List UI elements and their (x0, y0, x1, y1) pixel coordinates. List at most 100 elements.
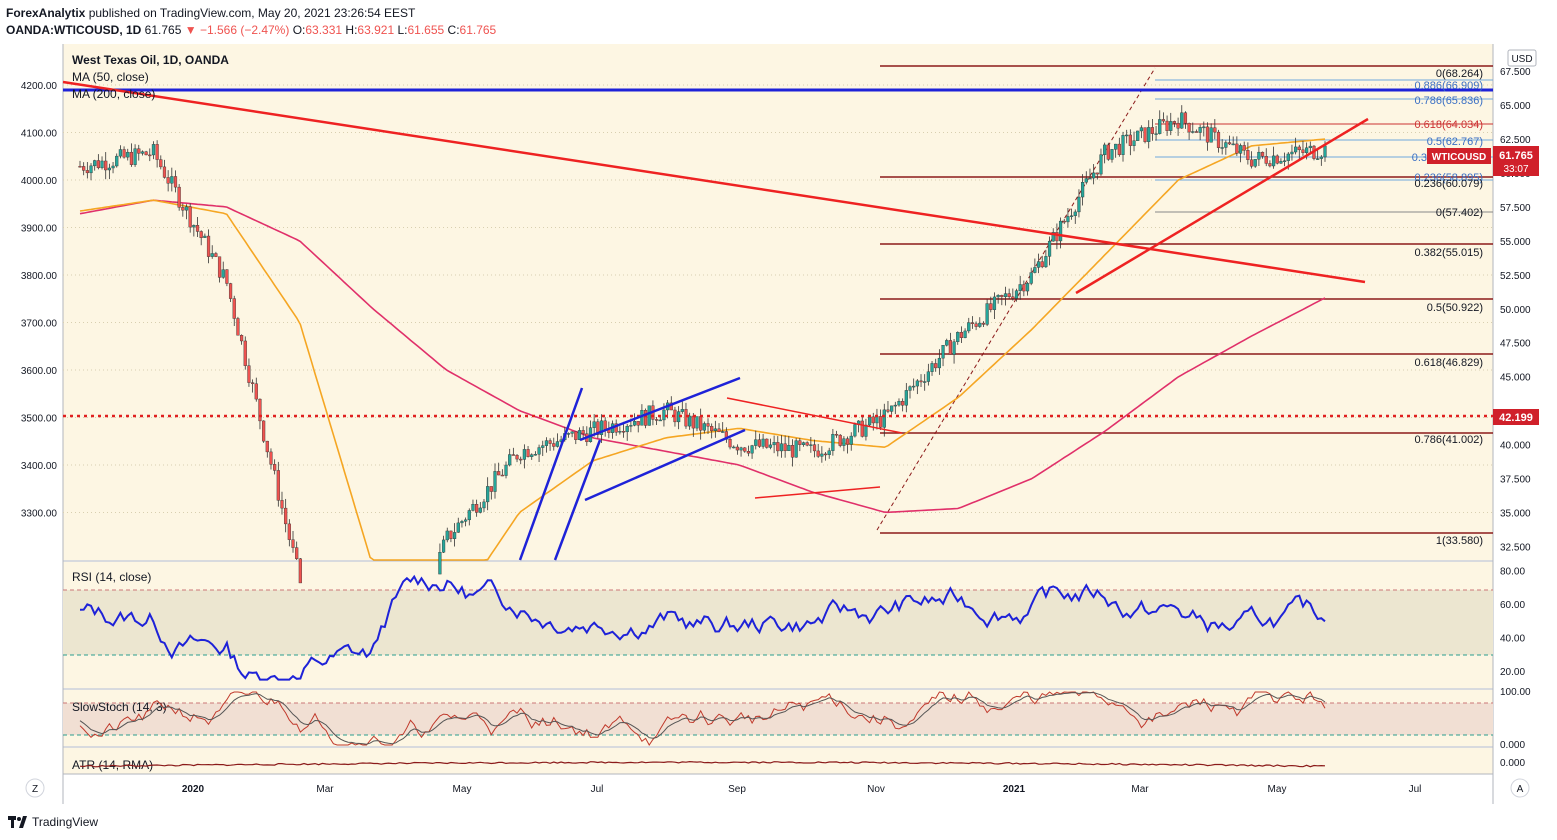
candle[interactable] (137, 144, 141, 161)
rsi-line[interactable] (79, 574, 1326, 681)
candle[interactable] (1136, 130, 1140, 141)
candle[interactable] (1007, 288, 1011, 299)
channel-lower[interactable] (584, 428, 746, 502)
candle[interactable] (1279, 158, 1283, 164)
candle[interactable] (717, 423, 721, 433)
candle[interactable] (1018, 275, 1022, 300)
candle[interactable] (1073, 209, 1077, 224)
candle[interactable] (930, 361, 934, 376)
candle[interactable] (967, 317, 971, 334)
candle[interactable] (210, 245, 214, 259)
candle[interactable] (1062, 218, 1066, 225)
candle[interactable] (1275, 154, 1279, 165)
candle[interactable] (537, 444, 541, 463)
candle[interactable] (908, 385, 912, 399)
candle[interactable] (783, 435, 787, 458)
candle[interactable] (166, 170, 170, 192)
candle[interactable] (1198, 124, 1202, 141)
candle[interactable] (1205, 122, 1210, 151)
candle[interactable] (989, 296, 993, 313)
candle[interactable] (228, 282, 233, 302)
candle[interactable] (750, 444, 754, 459)
candle[interactable] (89, 163, 93, 181)
candle[interactable] (1249, 151, 1254, 169)
candle[interactable] (849, 432, 853, 451)
candle[interactable] (181, 203, 185, 217)
candle[interactable] (574, 431, 578, 445)
candle[interactable] (78, 160, 82, 168)
candle[interactable] (1257, 146, 1261, 166)
candle[interactable] (625, 423, 629, 441)
candle[interactable] (225, 269, 229, 287)
candle[interactable] (1099, 148, 1103, 176)
candle[interactable] (1301, 140, 1305, 156)
candle[interactable] (519, 456, 523, 465)
log-scale-button[interactable] (25, 778, 45, 798)
candle[interactable] (956, 331, 960, 345)
candle[interactable] (214, 251, 218, 258)
candle[interactable] (919, 374, 923, 388)
candle[interactable] (765, 438, 769, 449)
candle[interactable] (188, 203, 192, 233)
candle[interactable] (1132, 131, 1136, 152)
candle[interactable] (1055, 223, 1059, 250)
uptrend-line[interactable] (1075, 117, 1369, 295)
candle[interactable] (1069, 208, 1074, 220)
candle[interactable] (702, 421, 706, 434)
candle[interactable] (680, 400, 684, 414)
candle[interactable] (1294, 137, 1298, 155)
auto-scale-button[interactable] (1510, 778, 1530, 798)
candle[interactable] (614, 419, 618, 436)
candle[interactable] (217, 256, 222, 283)
candle[interactable] (970, 316, 975, 329)
triangle-lower-line[interactable] (754, 486, 881, 499)
candle[interactable] (173, 170, 178, 193)
candle[interactable] (879, 409, 883, 430)
candle[interactable] (893, 401, 897, 415)
candle[interactable] (831, 428, 835, 456)
candle[interactable] (1176, 117, 1180, 136)
candle[interactable] (779, 435, 784, 458)
candle[interactable] (959, 326, 964, 343)
candle[interactable] (1180, 105, 1184, 129)
candle[interactable] (695, 416, 699, 432)
candle[interactable] (860, 416, 864, 438)
candle[interactable] (706, 418, 710, 435)
candle[interactable] (133, 144, 137, 167)
candle[interactable] (978, 317, 982, 328)
candle[interactable] (276, 461, 280, 507)
candle[interactable] (1297, 144, 1301, 160)
candle[interactable] (221, 261, 225, 279)
candle[interactable] (526, 446, 530, 458)
candle[interactable] (974, 321, 978, 331)
candle[interactable] (1187, 122, 1191, 140)
candle[interactable] (438, 543, 442, 575)
stoch-k-line[interactable] (79, 691, 1326, 746)
candle[interactable] (273, 459, 277, 475)
candle[interactable] (1246, 142, 1250, 165)
candle[interactable] (269, 448, 273, 470)
candle[interactable] (1125, 129, 1129, 144)
candle[interactable] (287, 519, 291, 547)
candle[interactable] (284, 498, 288, 533)
candle[interactable] (1202, 121, 1206, 137)
candle[interactable] (82, 162, 86, 176)
candle[interactable] (122, 146, 126, 159)
candle[interactable] (1025, 281, 1030, 296)
candle[interactable] (787, 435, 791, 452)
candle[interactable] (1319, 155, 1323, 166)
candle[interactable] (254, 377, 258, 402)
candle[interactable] (1183, 111, 1188, 129)
candle[interactable] (493, 463, 497, 499)
candle[interactable] (151, 141, 156, 160)
candle[interactable] (1231, 136, 1235, 146)
candle[interactable] (941, 344, 945, 367)
candle[interactable] (1022, 280, 1026, 297)
candle[interactable] (728, 435, 732, 450)
candle[interactable] (713, 420, 717, 438)
candle[interactable] (295, 541, 299, 560)
candle[interactable] (643, 408, 648, 429)
candle[interactable] (577, 427, 582, 441)
candle[interactable] (177, 184, 181, 211)
candle[interactable] (596, 418, 600, 439)
